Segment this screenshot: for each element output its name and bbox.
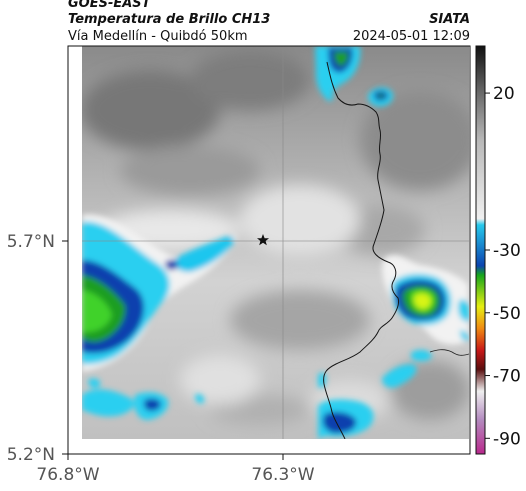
- border-path: [429, 349, 469, 356]
- datetime-label: 2024-05-01 12:09: [352, 29, 470, 44]
- grid-lines: [82, 46, 469, 439]
- colorbar: 20 -30 -50 -70 -90: [475, 45, 521, 455]
- location-star-icon: [257, 234, 269, 246]
- cold-cloud-cells: [82, 46, 469, 439]
- colorbar-tick-label: -30: [493, 241, 521, 261]
- colorbar-ticks: 20 -30 -50 -70 -90: [485, 84, 521, 449]
- colorbar-tick-label: -90: [493, 429, 521, 449]
- colorbar-bar: [475, 45, 486, 455]
- colorbar-tick-label: 20: [493, 84, 515, 104]
- y-tick-5-7: 5.7°N: [7, 232, 55, 252]
- x-tick-76-8: 76.8°W: [36, 465, 99, 485]
- y-tick-5-2: 5.2°N: [7, 445, 55, 465]
- map-field: [82, 46, 469, 439]
- satellite-title: GOES-EAST: [68, 0, 151, 11]
- product-title: Temperatura de Brillo CH13: [68, 12, 271, 27]
- colorbar-tick-label: -50: [493, 304, 521, 324]
- colorbar-tick-label: -70: [493, 367, 521, 387]
- map-whitespace-bottom: [68, 439, 470, 454]
- region-label: Vía Medellín - Quibdó 50km: [68, 29, 248, 44]
- coastline-path: [323, 61, 399, 439]
- axis-tick-labels: 5.7°N 5.2°N 76.8°W 76.3°W: [7, 232, 315, 485]
- x-tick-76-3: 76.3°W: [251, 465, 314, 485]
- map-whitespace-left: [68, 46, 82, 454]
- credit-label: SIATA: [429, 12, 470, 27]
- axis-ticks: [62, 240, 284, 460]
